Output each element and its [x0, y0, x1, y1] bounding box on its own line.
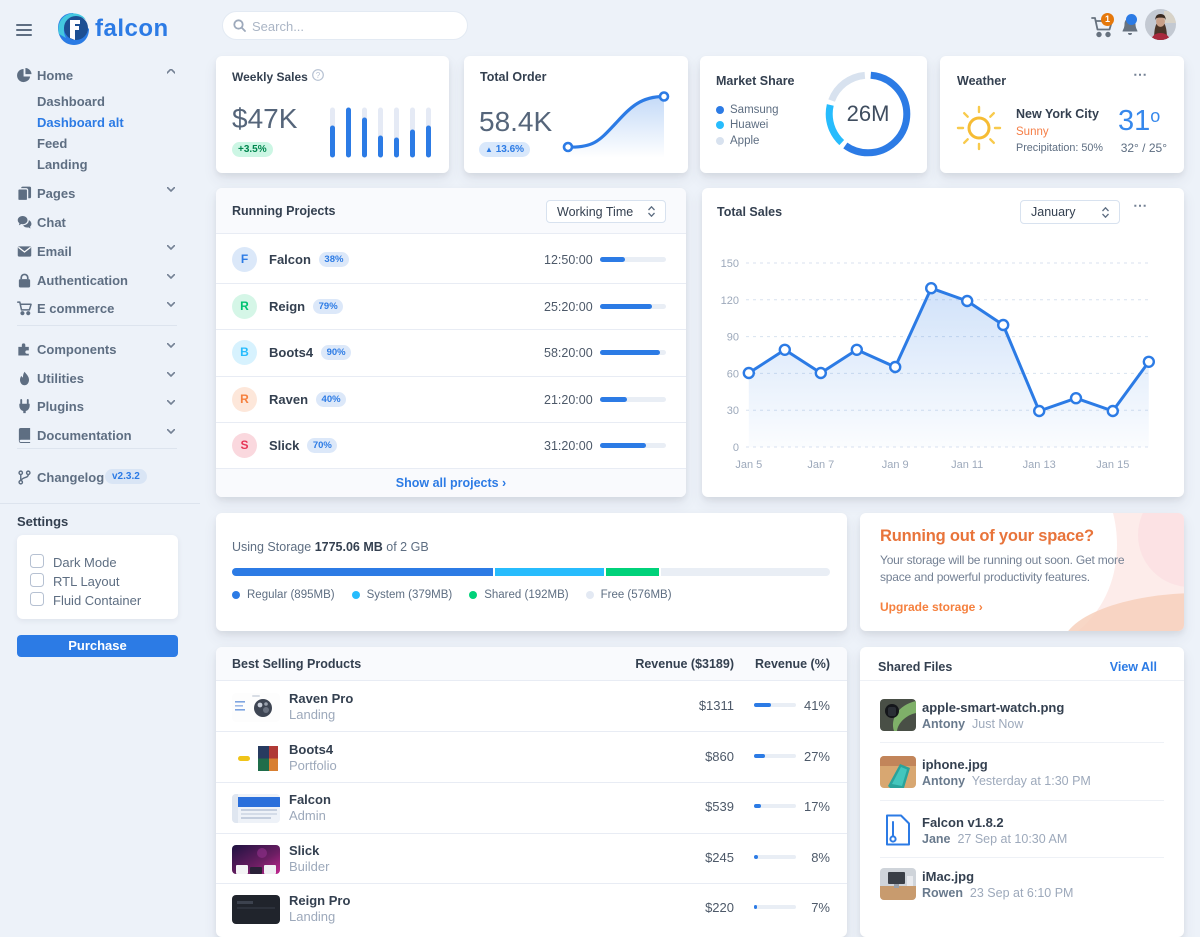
svg-text:Jan 13: Jan 13	[1023, 459, 1056, 471]
svg-text:?: ?	[316, 71, 321, 80]
svg-text:30: 30	[727, 405, 739, 417]
svg-text:Jan 15: Jan 15	[1096, 459, 1129, 471]
svg-text:150: 150	[721, 258, 739, 270]
svg-text:Jan 5: Jan 5	[735, 459, 762, 471]
svg-text:Jan 9: Jan 9	[882, 459, 909, 471]
svg-text:26M: 26M	[847, 101, 890, 126]
svg-text:Jan 7: Jan 7	[807, 459, 834, 471]
svg-text:60: 60	[727, 368, 739, 380]
svg-text:Jan 11: Jan 11	[951, 459, 983, 471]
svg-text:90: 90	[727, 332, 739, 344]
svg-text:120: 120	[721, 295, 739, 307]
svg-text:0: 0	[733, 442, 739, 454]
